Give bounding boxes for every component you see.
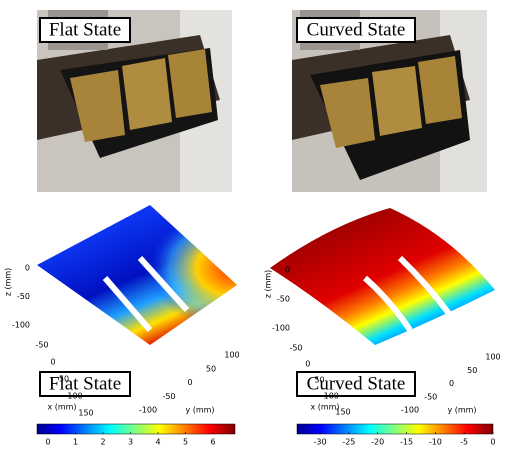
y-axis-label: y (mm) [447,406,476,415]
colorbar-tick-label: -20 [371,438,384,447]
colorbar-tick-label: -10 [429,438,442,447]
colorbar-tick-label: 0 [45,438,50,447]
photo-label: Curved State [307,19,406,40]
photo-flat [37,10,232,192]
y-tick-label: 0 [187,378,192,387]
y-tick-label: 50 [206,364,216,373]
colorbar-tick-label: 3 [128,438,133,447]
colorbar-tick-label: 6 [210,438,215,447]
y-tick-label: 100 [485,353,500,362]
x-tick-label: -50 [35,341,48,350]
y-tick-label: -50 [162,392,175,401]
y-tick-label: 0 [449,379,454,388]
z-axis-label: z (mm) [4,268,13,297]
z-tick-label: 0 [25,264,30,273]
y-tick-label: 50 [467,366,477,375]
plot-label: Curved State [307,373,406,394]
x-tick-label: 150 [78,409,93,418]
photo-label: Flat State [49,19,121,40]
colorbar [36,423,236,435]
colorbar-tick-label: -25 [342,438,355,447]
surface-flat [37,205,237,345]
z-tick-label: -50 [277,295,290,304]
colorbar-tick-label: 5 [183,438,188,447]
colorbar-tick-label: 2 [100,438,105,447]
colorbar-tick-label: -5 [460,438,468,447]
label-box [296,371,416,397]
y-tick-label: -100 [401,406,419,415]
x-tick-label: -50 [289,344,302,353]
x-tick-label: 0 [305,360,310,369]
x-tick-label: 100 [324,392,339,401]
z-tick-label: 0 [285,266,290,275]
z-tick-label: -100 [12,321,30,330]
z-tick-label: -50 [17,292,30,301]
colorbar-tick-label: -30 [314,438,327,447]
x-axis-label: x (mm) [310,403,339,412]
label-box [39,17,131,43]
x-tick-label: 50 [314,376,324,385]
colorbar-tick-label: 1 [73,438,78,447]
x-tick-label: 0 [50,358,55,367]
y-tick-label: -50 [424,392,437,401]
colorbar [296,423,494,435]
z-tick-label: -100 [272,324,290,333]
surface-curved [270,208,495,345]
label-box [39,371,131,397]
y-tick-label: -100 [139,406,157,415]
y-tick-label: 100 [224,351,239,360]
x-tick-label: 100 [67,392,82,401]
z-axis-label: z (mm) [264,270,273,299]
x-axis-label: x (mm) [47,403,76,412]
label-box [296,17,416,43]
colorbar-tick-label: -15 [400,438,413,447]
plot-label: Flat State [49,373,121,394]
colorbar-tick-label: 0 [490,438,495,447]
x-tick-label: 150 [335,408,350,417]
colorbar-tick-label: 4 [155,438,160,447]
x-tick-label: 50 [59,375,69,384]
y-axis-label: y (mm) [185,406,214,415]
